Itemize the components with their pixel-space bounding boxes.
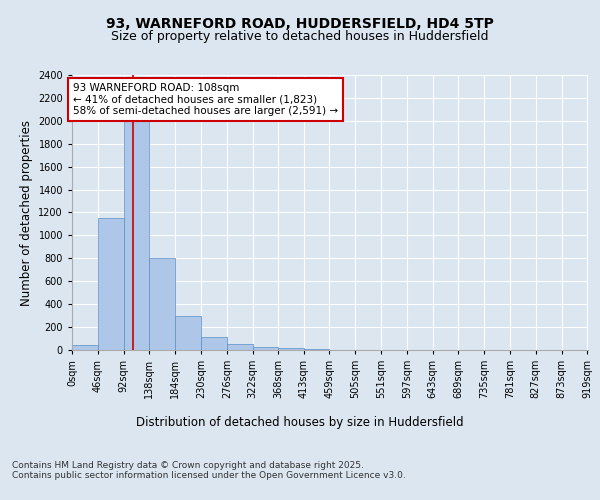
Bar	[72, 346, 98, 350]
Bar	[253, 346, 278, 350]
Text: Contains HM Land Registry data © Crown copyright and database right 2025.: Contains HM Land Registry data © Crown c…	[12, 462, 364, 470]
Text: 93 WARNEFORD ROAD: 108sqm
← 41% of detached houses are smaller (1,823)
58% of se: 93 WARNEFORD ROAD: 108sqm ← 41% of detac…	[73, 83, 338, 116]
Bar	[175, 316, 201, 350]
Bar	[149, 258, 175, 350]
Y-axis label: Number of detached properties: Number of detached properties	[20, 120, 32, 306]
Bar	[201, 338, 227, 350]
Text: 93, WARNEFORD ROAD, HUDDERSFIELD, HD4 5TP: 93, WARNEFORD ROAD, HUDDERSFIELD, HD4 5T…	[106, 18, 494, 32]
Text: Distribution of detached houses by size in Huddersfield: Distribution of detached houses by size …	[136, 416, 464, 429]
Bar	[98, 218, 124, 350]
Bar	[124, 121, 149, 350]
Bar	[227, 344, 253, 350]
Bar	[278, 348, 304, 350]
Text: Contains public sector information licensed under the Open Government Licence v3: Contains public sector information licen…	[12, 472, 406, 480]
Text: Size of property relative to detached houses in Huddersfield: Size of property relative to detached ho…	[111, 30, 489, 43]
